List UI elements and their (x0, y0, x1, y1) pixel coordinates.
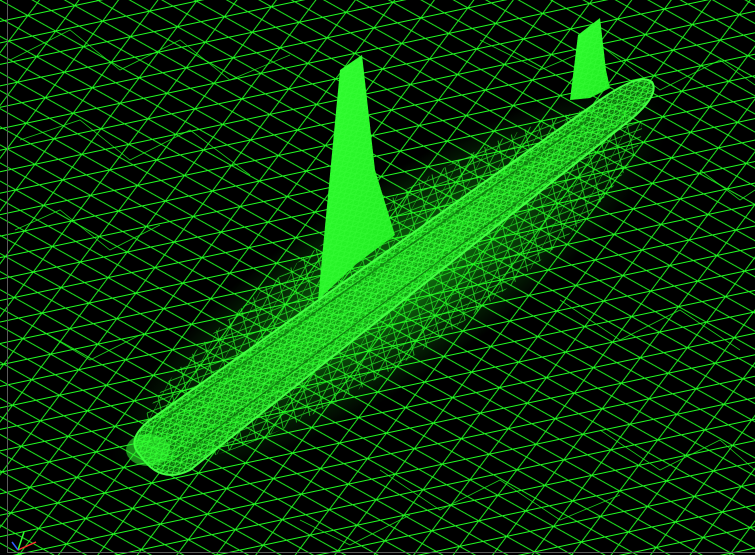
axis-z-icon (12, 542, 18, 550)
nose-refinement (126, 434, 170, 466)
axis-triad-icon (10, 522, 50, 555)
